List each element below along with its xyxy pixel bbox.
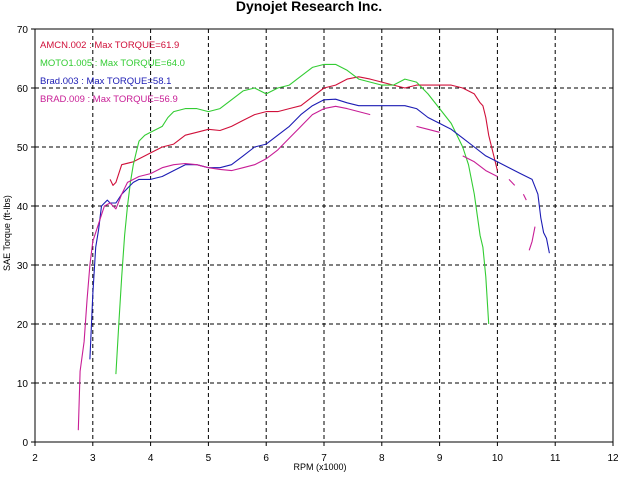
y-tick-label: 40	[17, 202, 29, 213]
x-axis-label: RPM (x1000)	[293, 462, 346, 472]
series-line	[77, 105, 536, 431]
x-tick-label: 11	[550, 453, 561, 464]
x-tick-label: 12	[607, 453, 618, 464]
series-segment	[115, 63, 490, 375]
legend-entry: Brad.003 : Max TORQUE=58.1	[40, 76, 171, 87]
chart-title: Dynojet Research Inc.	[236, 0, 382, 14]
series-segment	[528, 226, 536, 251]
x-tick-label: 7	[321, 453, 327, 464]
series-segment	[522, 193, 527, 201]
series-line	[115, 63, 490, 375]
series-segment	[89, 98, 550, 360]
series-segment	[109, 76, 498, 186]
x-tick-label: 2	[32, 453, 38, 464]
series-segment	[462, 155, 498, 177]
series-segment	[77, 105, 371, 431]
legend: AMCN.002 : Max TORQUE=61.9 MOTO1.005 : Ma…	[40, 40, 185, 105]
y-tick-label: 60	[17, 84, 29, 95]
series-segment	[508, 179, 516, 186]
series-segment	[416, 125, 440, 133]
legend-entry: AMCN.002 : Max TORQUE=61.9	[40, 40, 179, 51]
y-tick-label: 20	[17, 320, 29, 331]
series-line	[109, 76, 498, 186]
x-tick-label: 3	[90, 453, 96, 464]
x-tick-label: 6	[263, 453, 269, 464]
y-tick-label: 50	[17, 143, 29, 154]
x-tick-label: 9	[437, 453, 443, 464]
y-axis-label: SAE Torque (ft-lbs)	[2, 195, 12, 271]
series-lines	[77, 63, 550, 431]
grid-lines	[35, 29, 613, 442]
y-tick-label: 30	[17, 261, 29, 272]
x-tick-label: 8	[379, 453, 385, 464]
y-tick-label: 70	[17, 25, 29, 36]
x-tick-label: 5	[206, 453, 212, 464]
y-tick-label: 0	[22, 438, 28, 449]
legend-entry: MOTO1.005 : Max TORQUE=64.0	[40, 58, 185, 69]
x-tick-label: 10	[492, 453, 504, 464]
legend-entry: BRAD.009 : Max TORQUE=56.9	[40, 94, 178, 105]
y-tick-label: 10	[17, 379, 29, 390]
x-tick-label: 4	[148, 453, 154, 464]
axis-ticks: 2 3 4 5 6 7 8 9 10 11 12 0 10 20 30 40 50 60 70	[17, 25, 618, 464]
series-line	[89, 98, 550, 360]
